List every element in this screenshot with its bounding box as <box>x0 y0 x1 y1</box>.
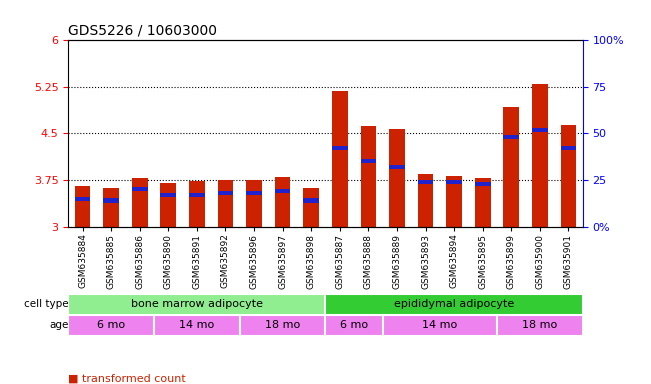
Bar <box>446 175 462 227</box>
Bar <box>189 193 205 197</box>
Bar <box>383 315 497 336</box>
Bar <box>217 191 233 195</box>
Bar <box>532 127 547 132</box>
Bar <box>532 84 547 227</box>
Text: 6 mo: 6 mo <box>340 320 368 331</box>
Bar <box>75 197 90 201</box>
Bar <box>161 193 176 197</box>
Bar <box>418 180 434 184</box>
Bar <box>332 146 348 151</box>
Text: 6 mo: 6 mo <box>97 320 125 331</box>
Bar <box>240 315 326 336</box>
Bar <box>389 129 405 227</box>
Text: 18 mo: 18 mo <box>522 320 557 331</box>
Bar <box>275 177 290 227</box>
Bar <box>154 315 240 336</box>
Bar <box>497 315 583 336</box>
Text: 18 mo: 18 mo <box>265 320 300 331</box>
Bar <box>104 188 119 227</box>
Bar <box>68 315 154 336</box>
Bar <box>389 165 405 169</box>
Bar <box>326 294 583 315</box>
Text: age: age <box>49 320 68 331</box>
Text: epididymal adipocyte: epididymal adipocyte <box>394 299 514 310</box>
Bar <box>246 191 262 195</box>
Bar <box>561 125 576 227</box>
Bar <box>326 315 383 336</box>
Bar <box>275 189 290 193</box>
Bar <box>475 178 490 227</box>
Bar <box>68 294 326 315</box>
Bar <box>75 186 90 227</box>
Bar <box>475 182 490 186</box>
Bar <box>217 180 233 227</box>
Text: GDS5226 / 10603000: GDS5226 / 10603000 <box>68 24 217 38</box>
Bar <box>418 174 434 227</box>
Text: 14 mo: 14 mo <box>179 320 215 331</box>
Bar <box>361 126 376 227</box>
Bar <box>132 178 148 227</box>
Text: bone marrow adipocyte: bone marrow adipocyte <box>131 299 263 310</box>
Bar <box>561 146 576 151</box>
Bar <box>503 135 519 139</box>
Bar <box>161 183 176 227</box>
Bar <box>303 199 319 202</box>
Bar <box>361 159 376 164</box>
Bar <box>303 188 319 227</box>
Bar <box>132 187 148 191</box>
Bar <box>503 107 519 227</box>
Text: cell type: cell type <box>23 299 68 310</box>
Text: 14 mo: 14 mo <box>422 320 458 331</box>
Bar <box>246 180 262 227</box>
Bar <box>189 181 205 227</box>
Text: ■ transformed count: ■ transformed count <box>68 373 186 383</box>
Bar <box>446 180 462 184</box>
Bar <box>104 199 119 202</box>
Bar <box>332 91 348 227</box>
